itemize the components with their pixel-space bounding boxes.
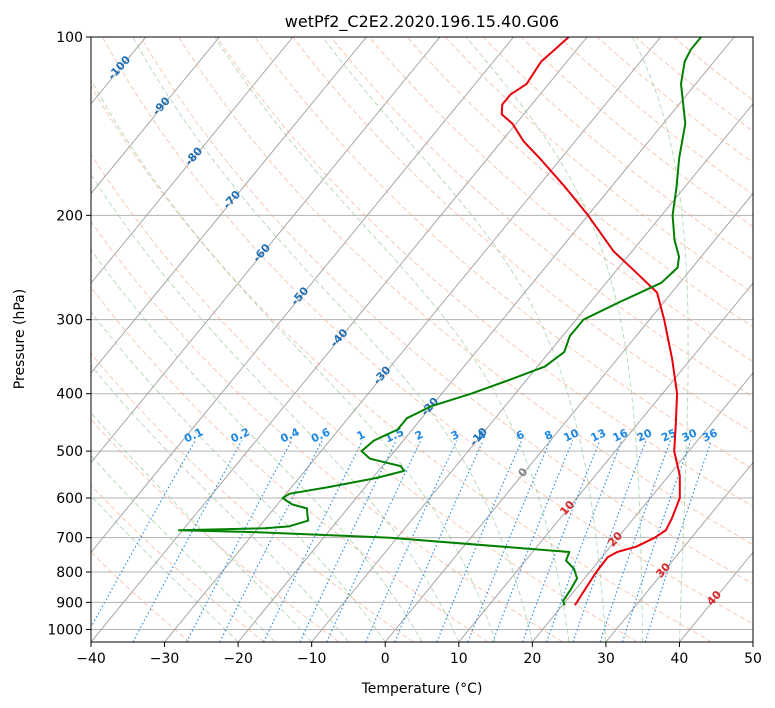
- mixing-ratio-label: 30: [680, 426, 700, 444]
- isotherm-line: [531, 372, 753, 642]
- dry-adiabat-line: [406, 37, 753, 328]
- x-tick-label: 50: [744, 651, 762, 667]
- y-tick-label: 200: [56, 208, 83, 224]
- moist-adiabat-line: [91, 173, 460, 642]
- moist-adiabat-line: [91, 248, 423, 642]
- x-tick-label: 20: [523, 651, 541, 667]
- dry-adiabat-line: [559, 37, 753, 196]
- dry-adiabat-line: [292, 37, 753, 434]
- dewpoint-profile-line: [178, 37, 702, 606]
- isotherm-line: [91, 37, 220, 195]
- mixing-ratio-line: [436, 440, 523, 642]
- y-tick-label: 700: [56, 531, 83, 547]
- dry-adiabat-line: [368, 37, 753, 363]
- plot-frame: [90, 36, 754, 643]
- isotherm-line: [164, 37, 662, 642]
- axis-ticks: −40 −30 −20 −10 0 10 20 30 40 50 100 200 300 400 500 60…: [47, 30, 762, 667]
- mixing-ratio-line: [365, 440, 458, 642]
- moist-adiabat-line: [631, 37, 689, 642]
- moist-adiabat-line: [132, 37, 533, 642]
- x-tick-label: −10: [297, 651, 327, 667]
- mixing-ratio-line: [572, 440, 647, 642]
- mixing-ratio-label: 25: [659, 426, 678, 444]
- dry-adiabat-line: [91, 484, 265, 642]
- isotherm-line: [311, 103, 753, 642]
- y-axis-label: Pressure (hPa): [12, 289, 28, 389]
- dry-adiabat-line: [482, 37, 753, 261]
- isotherm-line: [237, 37, 735, 642]
- dry-adiabat-line: [178, 37, 753, 546]
- x-tick-label: 40: [671, 651, 689, 667]
- y-tick-label: 900: [56, 595, 83, 611]
- x-tick-label: −40: [76, 651, 106, 667]
- moist-adiabat-line: [91, 454, 276, 642]
- moist-adiabat-line: [465, 37, 644, 642]
- mixing-ratio-line: [644, 440, 712, 642]
- dry-adiabat-line: [330, 37, 753, 398]
- dry-adiabat-line: [91, 220, 563, 642]
- y-tick-label: 500: [56, 444, 83, 460]
- isotherm-line: [91, 37, 441, 464]
- chart-title: wetPf2_C2E2.2020.196.15.40.G06: [285, 12, 559, 32]
- mixing-ratio-line: [394, 440, 484, 642]
- x-tick-label: 30: [597, 651, 615, 667]
- y-tick-label: 300: [56, 313, 83, 329]
- isotherm-line: [91, 37, 294, 284]
- mixing-ratio-label: 16: [611, 426, 631, 444]
- isotherm-line: [458, 282, 753, 642]
- moist-adiabat-line: [322, 37, 607, 642]
- x-tick-label: −30: [150, 651, 180, 667]
- x-tick-label: −20: [223, 651, 253, 667]
- dry-adiabat-line: [140, 37, 753, 585]
- mixing-ratio-label: 13: [589, 426, 608, 444]
- x-tick-label: 0: [381, 651, 390, 667]
- y-tick-label: 800: [56, 565, 83, 581]
- temperature-profile-line: [500, 37, 681, 606]
- dry-adiabat-line: [254, 37, 753, 470]
- moist-adiabat-line: [91, 364, 349, 642]
- moist-adiabat-line: [91, 79, 497, 642]
- data-series: [178, 37, 702, 606]
- isotherm-line: [91, 37, 514, 554]
- isotherm-line: [605, 461, 753, 642]
- background-lines: [91, 37, 753, 642]
- mixing-ratio-label: 20: [635, 426, 655, 444]
- mixing-ratio-label: 10: [561, 426, 581, 444]
- dry-adiabat-line: [91, 418, 340, 642]
- x-tick-label: 10: [450, 651, 468, 667]
- isotherm-line: [91, 37, 367, 374]
- moist-adiabat-line: [91, 411, 313, 642]
- mixing-ratio-label: 36: [700, 426, 720, 444]
- mixing-ratio-line: [132, 440, 243, 642]
- dry-adiabat-line: [216, 37, 753, 508]
- isotherm-line: [384, 192, 753, 642]
- x-axis-label: Temperature (°C): [361, 681, 483, 697]
- y-tick-label: 600: [56, 491, 83, 507]
- mixing-ratio-line: [546, 440, 623, 642]
- y-tick-label: 400: [56, 387, 83, 403]
- isotherm-line: [91, 37, 588, 642]
- mixing-ratio-line: [263, 440, 363, 642]
- dry-adiabat-line: [91, 153, 638, 642]
- dry-adiabat-line: [91, 85, 713, 642]
- mixing-ratio-line: [91, 440, 196, 629]
- dry-adiabat-line: [102, 37, 753, 625]
- moist-adiabat-line: [91, 495, 239, 642]
- moist-adiabat-line: [214, 37, 570, 642]
- y-tick-label: 1000: [47, 622, 83, 638]
- y-tick-label: 100: [56, 30, 83, 46]
- moist-adiabat-line: [91, 311, 386, 642]
